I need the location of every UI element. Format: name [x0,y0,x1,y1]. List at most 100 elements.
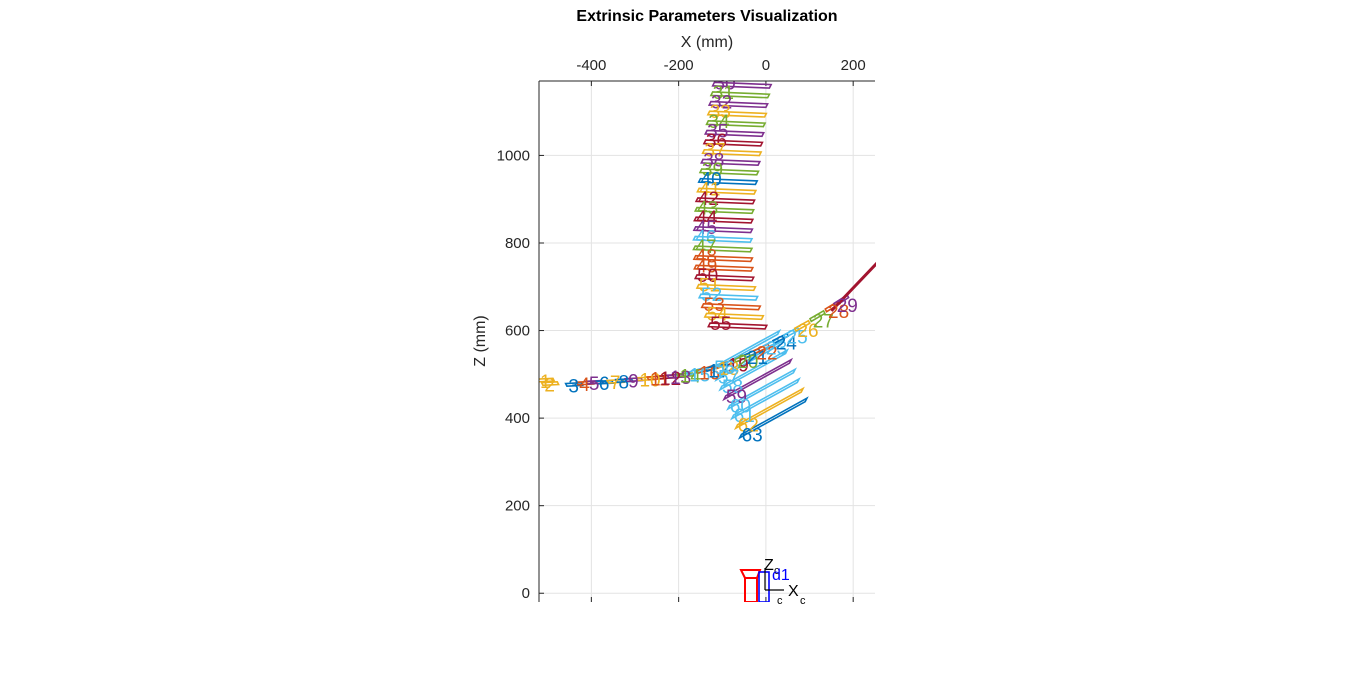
pattern-label: 19 [728,356,749,377]
pattern-board [705,120,767,128]
pattern-board [730,376,801,421]
camera-z-label: Z [764,557,774,574]
pattern-board [703,129,765,138]
y-tick-label: 600 [505,323,530,340]
pattern-board [702,139,764,147]
pattern-label: 52 [701,285,722,306]
pattern-label: 26 [797,321,818,342]
pattern-board [722,357,794,402]
camera-body-top [739,569,762,579]
camera-origin-sub: c [777,595,783,607]
pattern-board [692,225,754,234]
pattern-board [733,386,805,431]
pattern-label: 3 [568,376,579,397]
pattern-label: 50 [697,266,718,287]
x-tick-label: 0 [762,57,770,74]
y-tick-label: 0 [522,585,530,602]
pattern-board [692,245,754,253]
pattern-board [698,168,760,176]
pattern-labels: 12 3 4 5 6 78 9 1011121314151617181920212223242… [540,81,858,446]
pattern-label: 56 [714,358,735,379]
pattern-board [700,303,762,311]
pattern-board [697,293,759,301]
pattern-label: 45 [696,218,717,239]
pattern-label: 22 [756,343,777,364]
pattern-board [701,148,763,157]
pattern-label: 29 [837,296,858,317]
pattern-label: 48 [696,247,717,268]
pattern-label: 4 [579,375,590,396]
pattern-board [692,254,754,263]
camera-body [744,577,758,602]
pattern-label: 14 [680,367,702,388]
pattern-label: 58 [722,377,743,398]
pattern-board [693,264,755,272]
pattern-board [703,312,765,321]
pattern-label: 47 [695,237,716,258]
pattern-label: 54 [707,304,729,325]
pattern-label: 32 [711,93,732,114]
pattern-board [830,261,876,312]
pattern-board [700,158,762,166]
x-tick-label: -200 [664,57,694,74]
pattern-label: 25 [787,328,808,349]
pattern-label: 55 [710,314,731,335]
y-tick-label: 400 [505,410,530,427]
y-tick-label: 800 [505,235,530,252]
pattern-board [737,396,809,440]
pattern-label: 53 [704,295,725,316]
pattern-label: 2 [544,375,555,396]
pattern-board [709,91,771,99]
pattern-label: 42 [698,189,719,210]
pattern-label: 11 [650,370,670,391]
pattern-board [714,338,786,382]
pattern-board [694,197,756,205]
pattern-label: 35 [707,121,728,142]
pattern-label: 27 [813,311,834,332]
y-tick-label: 200 [505,498,530,515]
pattern-boards [539,81,876,440]
pattern-label: 5 [589,374,600,395]
pattern-label: 18 [718,359,739,380]
pattern-label: 36 [706,131,727,152]
camera-x-label: X [788,583,799,600]
pattern-label: 7 [610,373,621,394]
pattern-board [707,322,769,330]
x-axis-label: X (mm) [681,34,733,51]
pattern-label: 31 [713,83,734,104]
pattern-board [693,216,755,224]
pattern-label: 10 [639,371,660,392]
camera-annotations: Z c d1 X c c [764,557,806,607]
pattern-label: 1 [540,372,551,393]
pattern-board [697,177,759,186]
pattern-label: 34 [708,112,730,133]
pattern-label: 24 [776,333,798,354]
camera-frame [758,571,770,602]
pattern-label: 16 [699,364,720,385]
pattern-label: 40 [701,170,722,191]
pattern-board [793,319,811,333]
pattern-board [718,348,790,392]
pattern-label: 28 [828,302,849,323]
plot-area: 12 3 4 5 6 78 9 1011121314151617181920212223242… [539,81,876,602]
pattern-label: 15 [689,365,710,386]
x-tick-label: -400 [576,57,606,74]
pattern-board [540,381,560,387]
pattern-label: 63 [742,425,763,446]
pattern-label: 44 [696,208,718,229]
pattern-board [693,274,755,282]
pattern-label: 39 [702,160,723,181]
camera-z-sub: c [774,565,780,577]
pattern-label: 21 [747,348,768,369]
pattern-label: 6 [599,374,610,395]
pattern-label: 9 [628,371,639,392]
pattern-label: 23 [766,339,787,360]
pattern-board [693,206,755,215]
camera-frame-label: d1 [772,567,790,584]
pattern-board [808,309,826,323]
pattern-board [696,187,758,195]
pattern-label: 57 [718,368,739,389]
pattern-label: 12 [660,369,681,390]
pattern-label: 17 [708,361,729,382]
